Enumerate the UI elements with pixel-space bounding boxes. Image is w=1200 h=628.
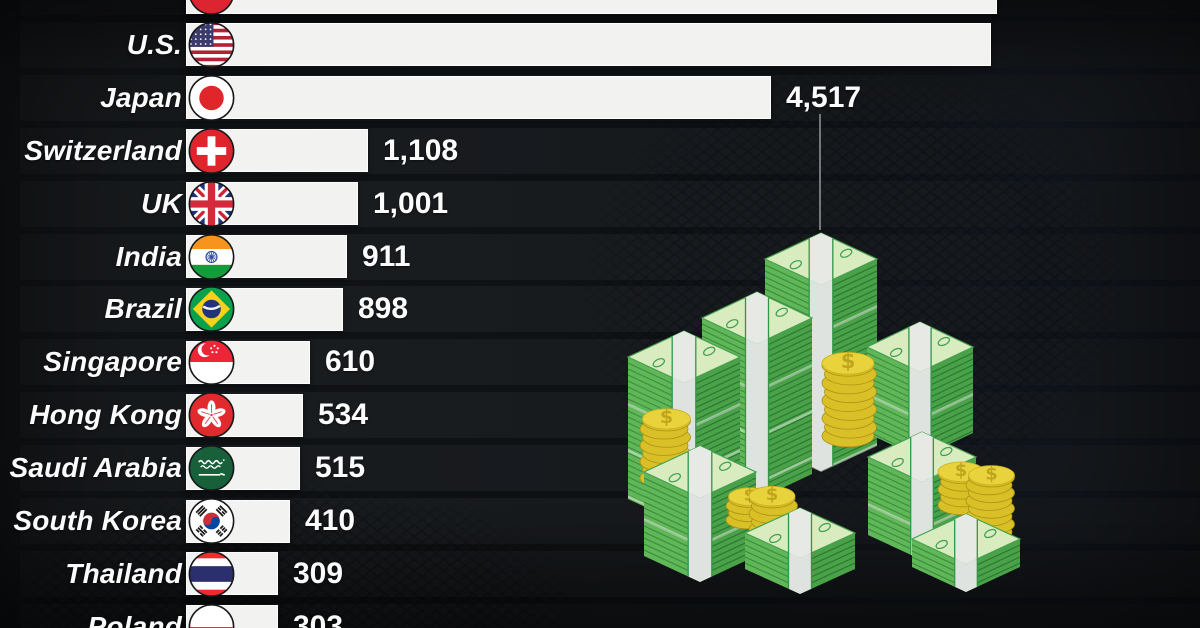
value-bar xyxy=(186,76,771,120)
value-label: 534 xyxy=(318,398,369,432)
chart-row: Singapore 610 xyxy=(0,339,1200,386)
callout-line xyxy=(819,114,821,230)
country-label: U.S. xyxy=(126,28,182,60)
chart-row: Brazil 898 xyxy=(0,286,1200,333)
value-label: 1,001 xyxy=(373,186,449,220)
flag-japan-icon xyxy=(188,74,235,121)
value-bar xyxy=(186,23,991,67)
value-label: 515 xyxy=(315,451,366,485)
value-label: 610 xyxy=(325,345,376,379)
country-label: UK xyxy=(141,187,182,219)
chart-row: Thailand 309 xyxy=(0,550,1200,597)
country-label: Switzerland xyxy=(24,134,182,166)
flag-us-icon xyxy=(188,21,235,68)
flag-india-icon xyxy=(188,233,235,280)
flag-uk-icon xyxy=(188,180,235,227)
value-label: 303 xyxy=(293,609,344,628)
value-bar xyxy=(186,0,997,14)
chart-row: India 911 xyxy=(0,233,1200,280)
chart-row: Switzerland 1,108 xyxy=(0,127,1200,174)
flag-singapore-icon xyxy=(188,339,235,386)
country-label: India xyxy=(115,240,182,272)
country-label: Saudi Arabia xyxy=(9,452,182,484)
country-label: Thailand xyxy=(65,557,182,589)
chart-row: Poland 303 xyxy=(0,603,1200,628)
flag-switzerland-icon xyxy=(188,127,235,174)
chart-row: Hong Kong 534 xyxy=(0,392,1200,439)
flag-south-korea-icon xyxy=(188,498,235,545)
flag-brazil-icon xyxy=(188,286,235,333)
value-label: 898 xyxy=(358,292,409,326)
chart-row: South Korea 410 xyxy=(0,498,1200,545)
country-label: Singapore xyxy=(43,346,182,378)
value-label: 4,517 xyxy=(786,80,862,114)
chart-row: UK 1,001 xyxy=(0,180,1200,227)
country-label: Japan xyxy=(100,81,182,113)
flag-thailand-icon xyxy=(188,550,235,597)
country-label: South Korea xyxy=(13,505,182,536)
chart-row: Japan 4,517 xyxy=(0,74,1200,121)
flag-poland-icon xyxy=(188,603,235,628)
chart-row xyxy=(0,0,1200,16)
country-label: Hong Kong xyxy=(29,399,182,431)
country-label: Brazil xyxy=(104,293,182,325)
value-label: 911 xyxy=(362,239,411,273)
value-label: 1,108 xyxy=(383,133,459,167)
flag-china-icon xyxy=(188,0,235,16)
value-label: 410 xyxy=(305,504,356,537)
chart-row: Saudi Arabia 515 xyxy=(0,445,1200,492)
flag-saudi-arabia-icon xyxy=(188,445,235,492)
country-label: Poland xyxy=(87,610,182,628)
flag-hong-kong-icon xyxy=(188,392,235,439)
value-label: 309 xyxy=(293,556,344,590)
chart-row: U.S. xyxy=(0,21,1200,68)
